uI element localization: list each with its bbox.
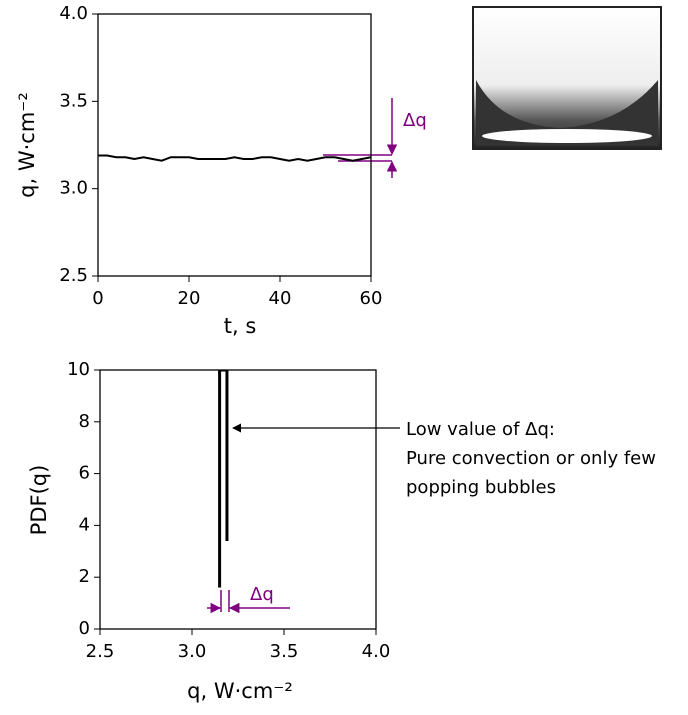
annotation: Δq bbox=[403, 110, 427, 131]
x-tick-label: 3.0 bbox=[178, 641, 207, 662]
inset-photo bbox=[472, 6, 662, 150]
x-tick-label: 40 bbox=[269, 288, 292, 309]
x-tick-label: 60 bbox=[360, 288, 383, 309]
x-tick-label: 4.0 bbox=[362, 641, 391, 662]
y-tick-label: 6 bbox=[79, 463, 90, 484]
plot-frame bbox=[97, 13, 372, 277]
data-line bbox=[98, 154, 371, 162]
annotation: Low value of Δq: bbox=[406, 419, 555, 440]
y-tick-label: 4.0 bbox=[59, 3, 88, 24]
x-axis-label: t, s bbox=[224, 314, 257, 338]
y-axis-label: PDF(q) bbox=[27, 465, 51, 536]
data-line bbox=[218, 370, 229, 588]
annotation: popping bubbles bbox=[406, 477, 556, 498]
plot-frame bbox=[99, 369, 377, 630]
x-tick-label: 3.5 bbox=[270, 641, 299, 662]
y-tick-label: 3.0 bbox=[59, 178, 88, 199]
y-tick-label: 3.5 bbox=[59, 90, 88, 111]
x-tick-label: 2.5 bbox=[86, 641, 115, 662]
annotation: Pure convection or only few bbox=[406, 448, 656, 469]
delta-q-marker-bottom bbox=[207, 590, 290, 614]
delta-q-marker-top bbox=[323, 98, 398, 178]
y-tick-label: 10 bbox=[67, 359, 90, 380]
y-tick-label: 0 bbox=[79, 618, 90, 639]
y-tick-label: 8 bbox=[79, 411, 90, 432]
y-axis-label: q, W·cm⁻² bbox=[15, 92, 39, 198]
x-tick-label: 0 bbox=[92, 288, 103, 309]
x-axis-label: q, W·cm⁻² bbox=[187, 679, 293, 703]
annotation: Δq bbox=[250, 584, 274, 605]
y-tick-label: 4 bbox=[79, 514, 90, 535]
y-tick-label: 2 bbox=[79, 566, 90, 587]
y-tick-label: 2.5 bbox=[59, 265, 88, 286]
x-tick-label: 20 bbox=[178, 288, 201, 309]
